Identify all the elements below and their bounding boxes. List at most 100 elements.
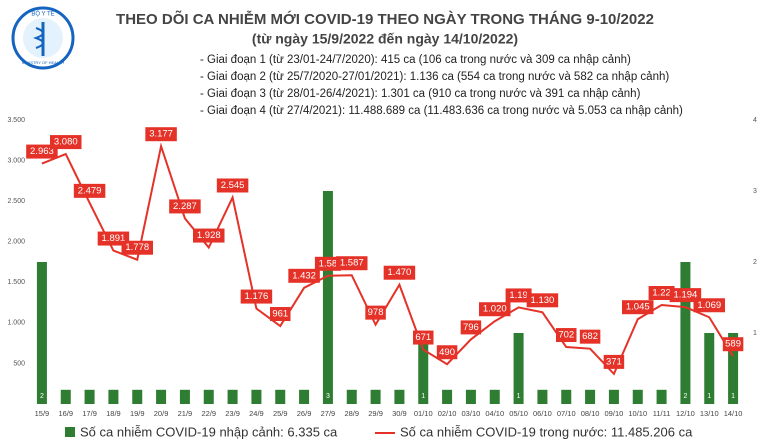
value-label: 3.080 — [54, 137, 78, 148]
logo: BỘ Y TẾ MINISTRY OF HEALTH — [11, 6, 75, 70]
x-tick-label: 30/9 — [392, 409, 407, 418]
y2-tick-label: 3 — [753, 188, 757, 195]
x-tick-label: 12/10 — [676, 409, 695, 418]
value-label-box — [556, 328, 577, 343]
x-tick-label: 04/10 — [485, 409, 504, 418]
bar — [728, 333, 739, 404]
legend-label: Số ca nhiễm COVID-19 trong nước: 11.485.… — [400, 424, 693, 439]
value-label-box — [216, 178, 249, 193]
bar — [489, 389, 500, 404]
value-label: 961 — [272, 309, 288, 320]
bar — [203, 389, 214, 404]
value-label: 1.194 — [674, 290, 698, 301]
y-tick-label: 2.500 — [7, 198, 25, 205]
value-label: 1.19 — [509, 290, 528, 301]
value-label: 1.778 — [125, 242, 149, 253]
value-label-box — [603, 354, 625, 369]
bar — [132, 389, 143, 404]
value-label-box — [669, 288, 702, 303]
bar — [442, 389, 453, 404]
x-tick-label: 28/9 — [344, 409, 359, 418]
value-label: 2.545 — [221, 180, 245, 191]
logo-bottom: MINISTRY OF HEALTH — [22, 60, 64, 65]
y-tick-label: 500 — [13, 360, 25, 367]
x-tick-label: 18/9 — [106, 409, 121, 418]
value-label-box — [288, 268, 320, 283]
x-tick-label: 06/10 — [533, 409, 552, 418]
line — [41, 142, 734, 376]
x-tick-label: 10/10 — [628, 409, 647, 418]
value-label-box — [648, 286, 675, 301]
bar — [465, 389, 476, 404]
bar — [537, 389, 548, 404]
value-label: 2.963 — [30, 146, 54, 157]
annotation: - Giai đoạn 3 (từ 28/01-26/4/2021): 1.30… — [200, 88, 641, 100]
x-tick-label: 13/10 — [700, 409, 719, 418]
logo-snake — [33, 27, 44, 49]
value-label: 371 — [606, 356, 622, 367]
x-tick-label: 20/9 — [154, 409, 169, 418]
annotation: - Giai đoạn 4 (từ 27/4/2021): 11.488.689… — [200, 105, 683, 117]
x-tick-label: 29/9 — [368, 409, 383, 418]
value-label: 1.22 — [652, 288, 671, 299]
bar — [632, 389, 643, 404]
value-label-box — [97, 231, 130, 246]
bar-label: 3 — [326, 393, 330, 400]
x-tick-label: 09/10 — [605, 409, 624, 418]
value-label-box — [413, 330, 434, 345]
value-label-box — [314, 256, 341, 271]
bar — [251, 389, 262, 404]
annotation: - Giai đoạn 1 (từ 23/01-24/7/2020): 415 … — [200, 54, 631, 66]
bar — [561, 389, 572, 404]
chart-subtitle: (từ ngày 15/9/2022 đến ngày 14/10/2022) — [252, 31, 518, 47]
value-label: 796 — [463, 322, 479, 333]
x-tick-label: 01/10 — [414, 409, 433, 418]
value-label: 978 — [368, 307, 384, 318]
x-tick-label: 24/9 — [249, 409, 264, 418]
bar-label: 1 — [707, 393, 711, 400]
value-label: 1.928 — [197, 230, 221, 241]
value-label-box — [436, 345, 458, 360]
value-label: 3.177 — [149, 129, 173, 140]
value-label-box — [26, 144, 58, 159]
y-tick-label: 1.500 — [7, 279, 25, 286]
y-tick-label: 3.500 — [7, 117, 25, 124]
value-label-box — [505, 288, 532, 303]
x-tick-label: 02/10 — [438, 409, 457, 418]
value-label: 2.287 — [173, 201, 197, 212]
value-label-box — [383, 265, 416, 280]
x-tick-label: 17/9 — [82, 409, 97, 418]
value-label: 1.130 — [531, 295, 555, 306]
value-label-box — [240, 289, 273, 304]
value-label: 1.58 — [319, 258, 338, 269]
bar — [656, 389, 667, 404]
bar — [84, 389, 95, 404]
y2-tick-label: 2 — [753, 259, 757, 266]
value-label-box — [365, 305, 386, 320]
y2-tick-label: 1 — [753, 330, 757, 337]
value-label: 1.176 — [245, 291, 269, 302]
y2-tick-label: 4 — [753, 117, 757, 124]
value-label-box — [693, 298, 725, 313]
bar — [394, 389, 405, 404]
x-tick-label: 07/10 — [557, 409, 576, 418]
value-label-box — [145, 127, 177, 142]
bar — [108, 389, 119, 404]
value-label: 490 — [439, 347, 455, 358]
value-label: 1.470 — [388, 267, 412, 278]
bar — [179, 389, 190, 404]
bar — [513, 333, 524, 404]
x-tick-label: 16/9 — [58, 409, 73, 418]
y-tick-label: 2.000 — [7, 239, 25, 246]
bar — [370, 389, 381, 404]
bar — [608, 389, 619, 404]
bar-label: 1 — [421, 393, 425, 400]
bar — [36, 262, 47, 404]
value-label: 682 — [582, 331, 598, 342]
y-tick-label: 3.000 — [7, 157, 25, 164]
value-label-box — [193, 228, 225, 243]
value-label-box — [336, 256, 368, 271]
value-label: 1.069 — [697, 300, 721, 311]
x-tick-label: 22/9 — [201, 409, 216, 418]
x-tick-label: 03/10 — [462, 409, 481, 418]
